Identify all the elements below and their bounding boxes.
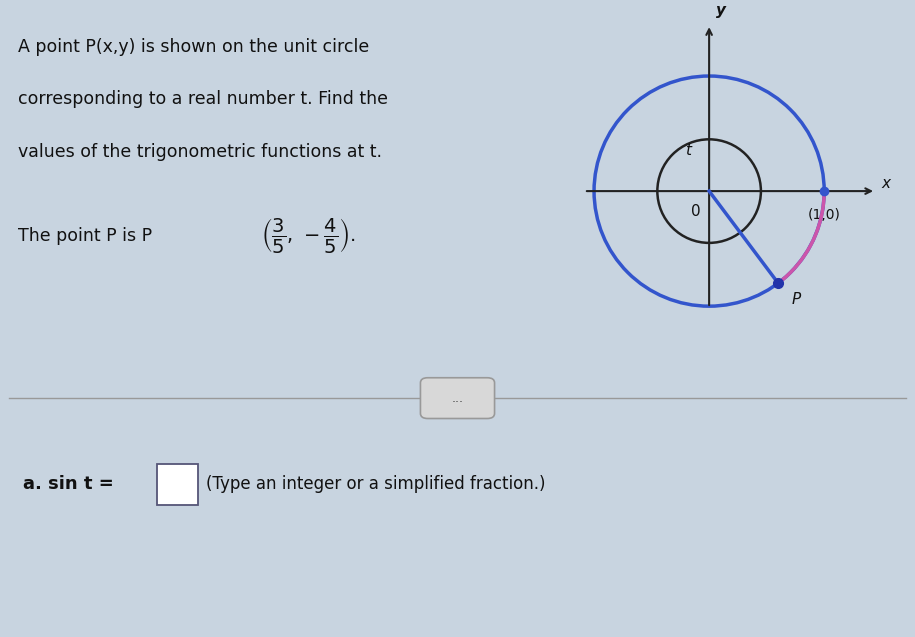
Text: x: x — [882, 176, 890, 190]
Text: values of the trigonometric functions at t.: values of the trigonometric functions at… — [18, 143, 382, 161]
Text: A point P(x,y) is shown on the unit circle: A point P(x,y) is shown on the unit circ… — [18, 38, 370, 56]
Text: 0: 0 — [691, 204, 700, 219]
Text: t: t — [685, 143, 692, 159]
Text: ...: ... — [451, 392, 464, 404]
Text: (1,0): (1,0) — [808, 208, 841, 222]
FancyBboxPatch shape — [421, 378, 494, 419]
Text: a. sin t =: a. sin t = — [23, 475, 113, 493]
Text: The point P is P: The point P is P — [18, 227, 153, 245]
FancyBboxPatch shape — [157, 464, 198, 505]
Text: P: P — [792, 292, 802, 308]
Text: corresponding to a real number t. Find the: corresponding to a real number t. Find t… — [18, 90, 388, 108]
Text: $\left(\dfrac{3}{5},\,-\dfrac{4}{5}\right).$: $\left(\dfrac{3}{5},\,-\dfrac{4}{5}\righ… — [261, 216, 356, 255]
Text: y: y — [716, 3, 726, 18]
Text: (Type an integer or a simplified fraction.): (Type an integer or a simplified fractio… — [206, 475, 545, 493]
